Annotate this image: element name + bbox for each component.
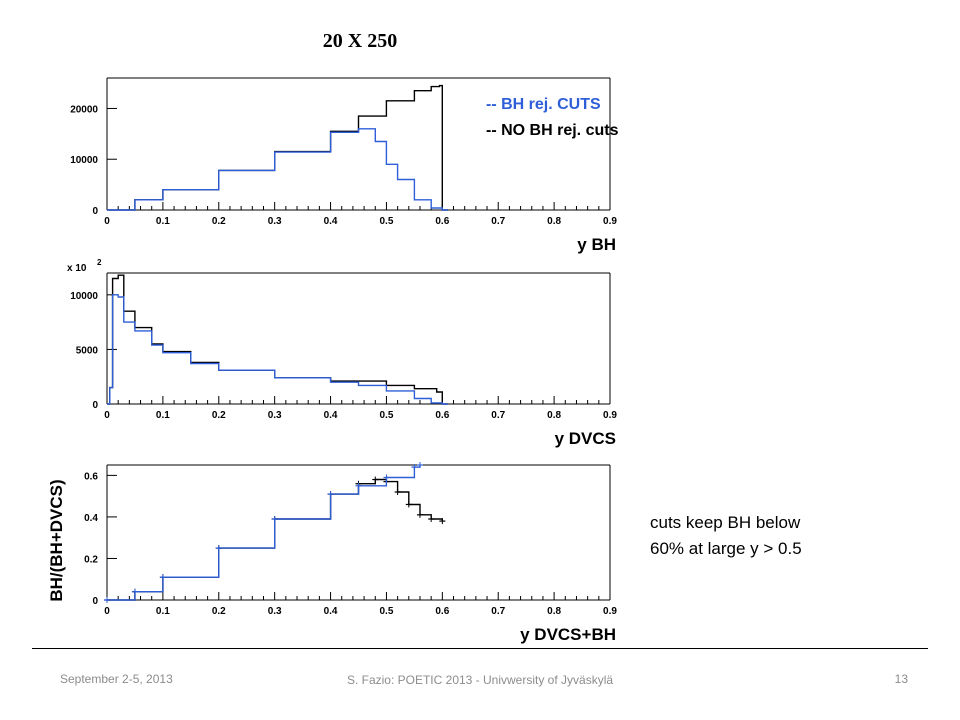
chart-1: 0 0.1 0.2 0.3 0.4 0.5 0.6 0.7 0.8 0.9 0 10000 20000 y… <box>70 77 617 254</box>
chart-3: 0 0.1 0.2 0.3 0.4 0.5 0.6 0.7 0.8 0.9 0 0.2 0.4 0.6 y … <box>47 462 617 644</box>
x-tick-label: 0.6 <box>435 410 449 421</box>
slide-title: 20 X 250 <box>322 30 398 52</box>
x-tick-label: 0.6 <box>435 606 449 617</box>
y-tick-label: 0.2 <box>84 554 98 565</box>
series-line-no-cuts <box>107 84 448 211</box>
y-tick-label: 10000 <box>70 155 98 166</box>
x-tick-label: 0.7 <box>491 216 505 227</box>
series-line-cuts <box>107 294 448 405</box>
legend-cuts: -- BH rej. CUTS <box>486 96 601 113</box>
footer-center: S. Fazio: POETIC 2013 - Univwersity of J… <box>346 673 614 687</box>
series-line-no-cuts <box>107 274 448 405</box>
x-tick-label: 0.3 <box>268 606 282 617</box>
x-tick-label: 0.9 <box>603 216 617 227</box>
x-tick-label: 0.7 <box>491 606 505 617</box>
legend-nocuts: -- NO BH rej. cuts <box>486 122 619 139</box>
x-tick-label: 0.6 <box>435 216 449 227</box>
x-tick-label: 0.3 <box>268 216 282 227</box>
x-tick-label: 0.4 <box>324 216 338 227</box>
x-tick-label: 0.2 <box>212 606 226 617</box>
y-tick-label: 5000 <box>76 345 99 356</box>
x-tick-label: 0.8 <box>547 606 561 617</box>
y-tick-label: 0 <box>92 400 98 411</box>
x-tick-label: 0.5 <box>379 410 393 421</box>
x-tick-label: 0.1 <box>156 606 170 617</box>
note-line-2: 60% at large y > 0.5 <box>650 539 802 558</box>
x-tick-label: 0.5 <box>379 606 393 617</box>
axis-multiplier: x 10 <box>67 263 87 274</box>
axis-multiplier-exponent: 2 <box>97 258 102 267</box>
x-tick-label: 0.9 <box>603 606 617 617</box>
series-line-cuts <box>107 128 448 211</box>
chart-2: 0 0.1 0.2 0.3 0.4 0.5 0.6 0.7 0.8 0.9 0 5000 10000 y … <box>67 258 617 448</box>
x-tick-label: 0.1 <box>156 410 170 421</box>
y-tick-label: 0.6 <box>84 471 98 482</box>
x-tick-label: 0.9 <box>603 410 617 421</box>
x-tick-label: 0.8 <box>547 216 561 227</box>
x-axis-title: y DVCS <box>555 429 616 448</box>
series-line-cuts <box>107 465 421 601</box>
x-tick-label: 0.3 <box>268 410 282 421</box>
x-tick-label: 0.5 <box>379 216 393 227</box>
x-tick-label: 0.4 <box>324 606 338 617</box>
x-tick-label: 0.2 <box>212 410 226 421</box>
y-tick-label: 20000 <box>70 104 98 115</box>
footer-date: September 2-5, 2013 <box>60 672 173 686</box>
y-axis-title: BH/(BH+DVCS) <box>47 479 66 601</box>
x-tick-label: 0.7 <box>491 410 505 421</box>
x-tick-label: 0.2 <box>212 216 226 227</box>
x-axis-title: y DVCS+BH <box>520 625 616 644</box>
legend: -- BH rej. CUTS -- NO BH rej. cuts <box>486 92 618 144</box>
footer-page-number: 13 <box>894 672 908 686</box>
y-tick-label: 0 <box>92 206 98 217</box>
footer-divider <box>32 648 928 649</box>
x-tick-label: 0.8 <box>547 410 561 421</box>
y-tick-label: 0 <box>92 596 98 607</box>
note-text: cuts keep BH below 60% at large y > 0.5 <box>650 510 802 562</box>
x-tick-label: 0.4 <box>324 410 338 421</box>
x-tick-label: 0 <box>104 606 110 617</box>
y-tick-label: 0.4 <box>84 513 98 524</box>
x-tick-label: 0.1 <box>156 216 170 227</box>
y-tick-label: 10000 <box>70 291 98 302</box>
x-tick-label: 0 <box>104 410 110 421</box>
note-line-1: cuts keep BH below <box>650 513 801 532</box>
x-axis-title: y BH <box>577 235 616 254</box>
x-tick-label: 0 <box>104 216 110 227</box>
